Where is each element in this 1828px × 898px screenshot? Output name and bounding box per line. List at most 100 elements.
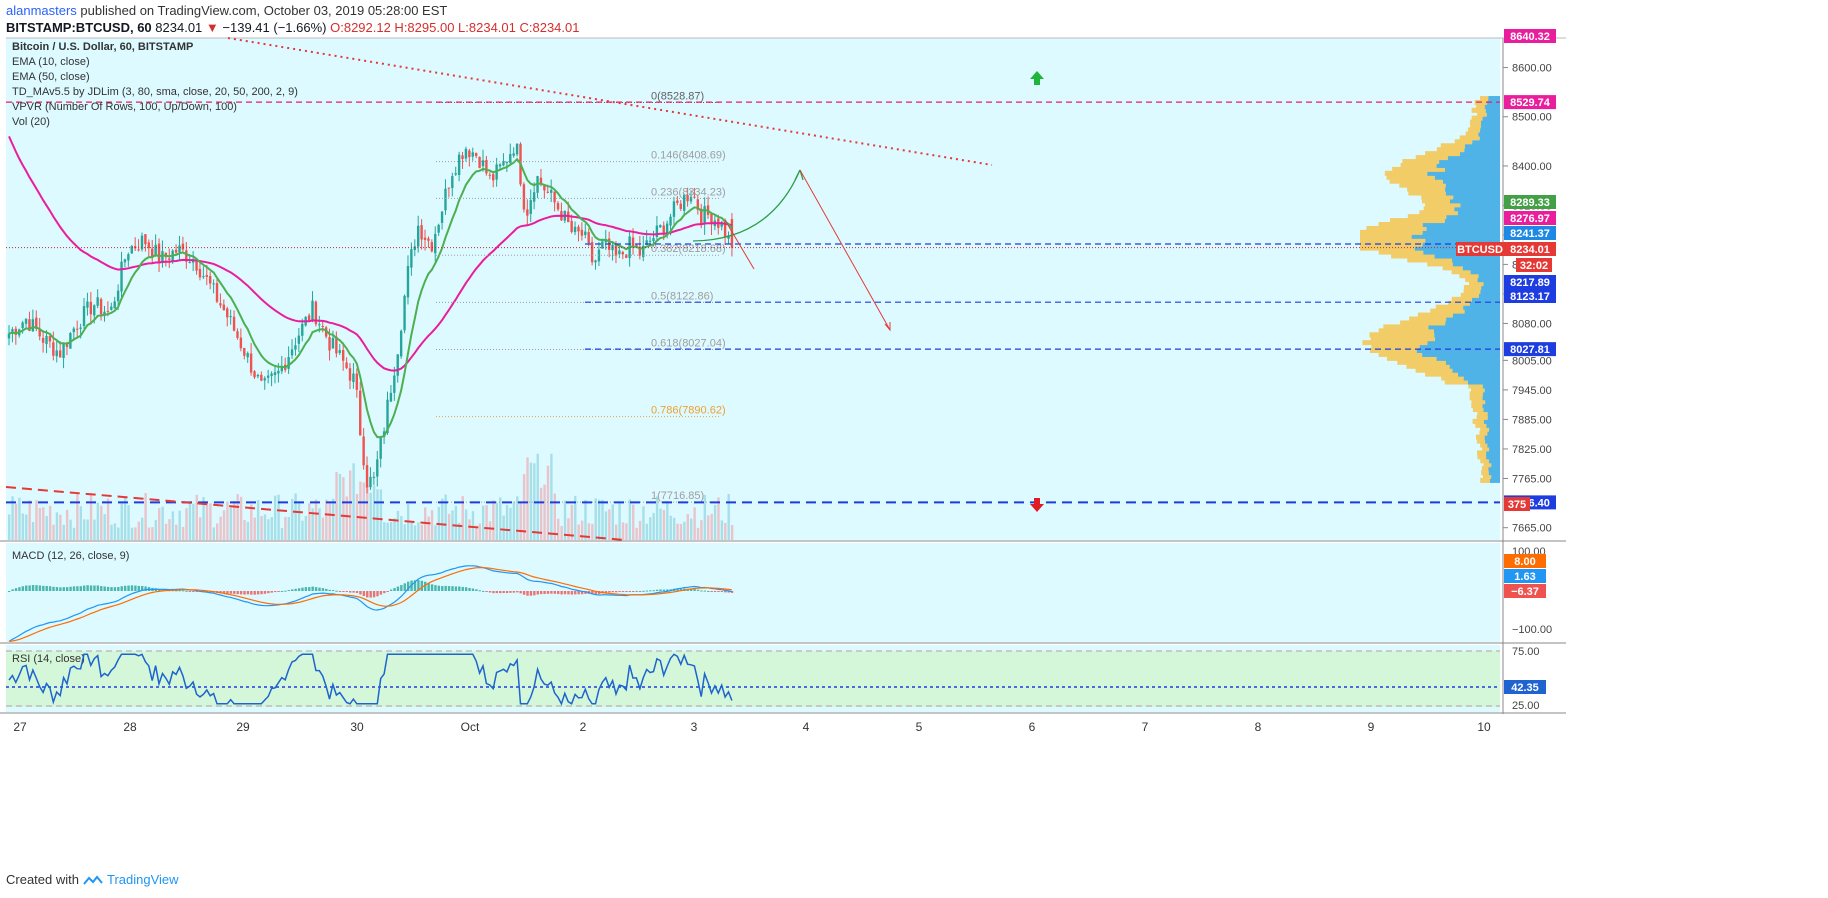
candle-body	[410, 249, 413, 268]
candle-body	[314, 301, 318, 325]
macd-bar	[550, 591, 553, 594]
candle-body	[331, 337, 335, 349]
price-label-text: 8276.97	[1510, 213, 1550, 225]
candle-body	[406, 266, 410, 298]
macd-bar	[314, 587, 318, 591]
vpvr-row-down	[1417, 312, 1453, 318]
candle-body	[730, 219, 734, 248]
price-label-box	[1504, 242, 1556, 256]
fib-level-label: 0.382(8218.68)	[651, 243, 726, 255]
volume-bar	[137, 521, 140, 540]
volume-bar	[89, 494, 93, 540]
macd-bar	[693, 589, 696, 591]
volume-bar	[291, 498, 294, 540]
macd-bar	[287, 590, 291, 592]
candle-body	[440, 211, 444, 223]
vpvr-row-down	[1480, 442, 1488, 448]
macd-bar	[458, 586, 461, 591]
rsi-y-tick: 75.00	[1512, 646, 1540, 658]
candle-body	[672, 201, 676, 217]
volume-bar	[410, 521, 413, 540]
volume-bar	[130, 527, 134, 540]
volume-bar	[192, 503, 195, 540]
price-label-box	[1504, 275, 1556, 289]
vpvr-row-up	[1449, 198, 1500, 204]
legend-ema50: EMA (50, close)	[12, 71, 90, 83]
volume-bar	[376, 489, 379, 540]
volume-bar	[574, 495, 577, 540]
volume-bar	[485, 505, 488, 540]
macd-bar	[188, 591, 192, 592]
macd-bar	[185, 590, 188, 592]
price-label-text: 8027.81	[1510, 344, 1550, 356]
vpvr-row-down	[1400, 320, 1446, 326]
macd-value-box	[1504, 569, 1546, 583]
candle-body	[505, 162, 509, 164]
vpvr-row-up	[1482, 403, 1500, 409]
candle-body	[447, 187, 451, 189]
vpvr-row-down	[1415, 367, 1453, 373]
volume-bar	[683, 521, 686, 540]
macd-bar	[471, 588, 475, 591]
macd-bar	[321, 588, 325, 591]
candle-body	[645, 240, 648, 246]
vpvr-row-down	[1419, 210, 1458, 216]
volume-bar	[560, 525, 563, 540]
macd-bar	[8, 591, 11, 592]
volume-bar	[379, 489, 383, 540]
macd-bar	[134, 585, 137, 591]
volume-bar	[144, 493, 147, 540]
vpvr-row-down	[1475, 422, 1487, 428]
macd-bar	[567, 591, 570, 595]
vpvr-row-down	[1442, 265, 1463, 271]
vpvr-row-up	[1488, 458, 1500, 464]
price-label-text: 8529.74	[1510, 97, 1551, 109]
volume-bar	[338, 473, 342, 540]
tradingview-link[interactable]: TradingView	[106, 872, 179, 887]
candle-body	[58, 350, 62, 358]
candle-body	[7, 333, 11, 339]
macd-bar	[406, 581, 410, 591]
ema50-line	[8, 135, 733, 372]
macd-bar	[233, 591, 236, 594]
y-tick-label: 7765.00	[1512, 473, 1552, 485]
price-label-box	[1504, 95, 1556, 110]
volume-bar	[417, 522, 420, 540]
volume-bar	[14, 503, 18, 540]
macd-bar	[342, 591, 345, 592]
vpvr-row-up	[1487, 414, 1500, 420]
vpvr-row-down	[1378, 328, 1435, 334]
volume-bar	[342, 477, 345, 540]
macd-bar	[83, 585, 86, 591]
volume-bar	[703, 494, 707, 540]
candle-body	[72, 328, 75, 333]
candle-body	[41, 338, 45, 343]
macd-bar	[727, 591, 730, 593]
volume-bar	[273, 495, 277, 540]
candle-body	[471, 152, 474, 157]
macd-bar	[38, 585, 42, 591]
macd-bar	[256, 591, 260, 595]
y-tick-label: 8600.00	[1512, 63, 1552, 75]
author-link[interactable]: alanmasters	[6, 3, 77, 18]
macd-bar	[359, 591, 362, 595]
published-text: published on TradingView.com, October 03…	[76, 3, 448, 18]
vpvr-row-up	[1482, 115, 1500, 121]
fib-level-label: 0.146(8408.69)	[651, 150, 726, 162]
vpvr-row-down	[1391, 253, 1435, 259]
macd-bar	[553, 591, 556, 594]
candle-body	[198, 268, 202, 278]
macd-bar	[696, 589, 700, 591]
volume-bar	[649, 517, 652, 540]
vpvr-row-up	[1445, 190, 1500, 196]
macd-bar	[318, 587, 321, 591]
candle-body	[587, 232, 590, 244]
candle-body	[263, 378, 266, 381]
candle-body	[444, 188, 447, 211]
macd-bar	[76, 586, 79, 591]
candle-body	[652, 237, 655, 242]
candle-body	[318, 324, 321, 326]
macd-bar	[509, 591, 512, 593]
macd-bar	[649, 590, 652, 592]
